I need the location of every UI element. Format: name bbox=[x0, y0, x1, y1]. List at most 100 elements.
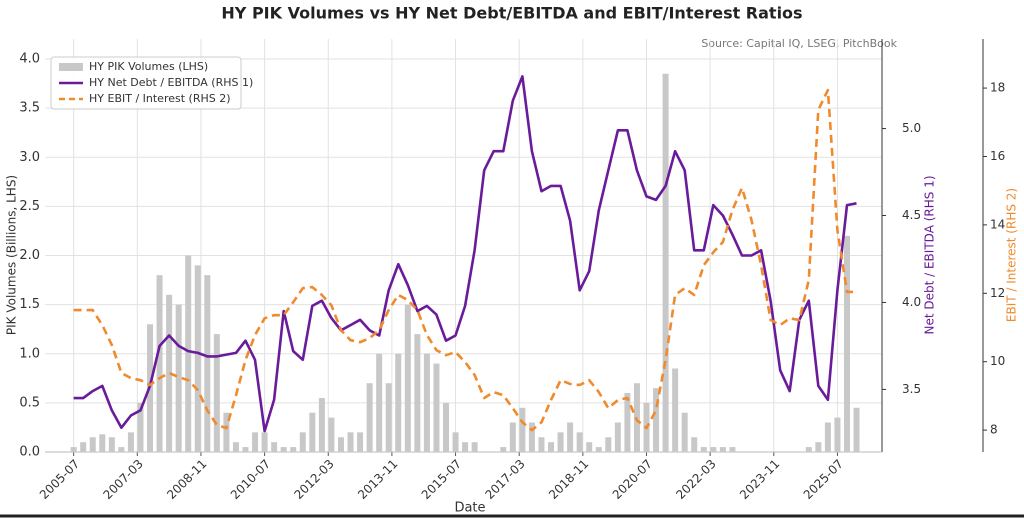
bar bbox=[299, 432, 306, 452]
bar bbox=[261, 432, 268, 452]
bar bbox=[89, 437, 96, 452]
y2-tick-label: 4.5 bbox=[902, 208, 921, 222]
bar bbox=[385, 383, 392, 452]
y-tick-label: 0.0 bbox=[19, 445, 40, 460]
bar bbox=[414, 334, 421, 452]
legend-label: HY EBIT / Interest (RHS 2) bbox=[89, 92, 231, 105]
bar bbox=[538, 437, 545, 452]
x-tick-label: 2015-07 bbox=[419, 457, 464, 502]
bar bbox=[681, 412, 688, 452]
y3-tick-label: 14 bbox=[990, 217, 1005, 231]
y3-tick-label: 10 bbox=[990, 354, 1005, 368]
y-tick-label: 2.5 bbox=[19, 199, 40, 214]
bar bbox=[347, 432, 354, 452]
legend-box bbox=[50, 56, 242, 110]
bar bbox=[194, 265, 201, 452]
bar bbox=[70, 447, 77, 452]
bar bbox=[204, 275, 211, 452]
bar bbox=[271, 442, 278, 452]
bar bbox=[127, 432, 134, 452]
bar bbox=[624, 393, 631, 452]
bar bbox=[614, 422, 621, 452]
y-tick-label: 2.0 bbox=[19, 248, 40, 263]
bar bbox=[423, 353, 430, 452]
y2-tick-label: 4.0 bbox=[902, 295, 921, 309]
x-tick-label: 2017-03 bbox=[482, 457, 527, 502]
bar bbox=[318, 397, 325, 452]
y-tick-label: 1.5 bbox=[19, 297, 40, 312]
x-tick-label: 2007-03 bbox=[101, 457, 146, 502]
y3-axis-label: EBIT / Interest (RHS 2) bbox=[1005, 188, 1019, 322]
bar bbox=[662, 73, 669, 453]
bar bbox=[108, 437, 115, 452]
bar bbox=[156, 275, 163, 452]
bar bbox=[223, 412, 230, 452]
x-tick-label: 2013-11 bbox=[355, 457, 400, 502]
x-tick-label: 2008-11 bbox=[164, 457, 209, 502]
source-note: Source: Capital IQ, LSEG, PitchBook bbox=[701, 37, 897, 50]
x-tick-label: 2005-07 bbox=[37, 457, 82, 502]
y3-tick-label: 12 bbox=[990, 286, 1005, 300]
bar bbox=[700, 447, 707, 452]
bar bbox=[509, 422, 516, 452]
y-tick-label: 3.5 bbox=[19, 101, 40, 116]
bar bbox=[824, 422, 831, 452]
y3-tick-label: 16 bbox=[990, 149, 1005, 163]
x-tick-label: 2022-03 bbox=[673, 457, 718, 502]
x-tick-label: 2018-11 bbox=[546, 457, 591, 502]
bar bbox=[376, 353, 383, 452]
x-tick-label: 2010-07 bbox=[228, 457, 273, 502]
bar bbox=[232, 442, 239, 452]
bar bbox=[710, 447, 717, 452]
bar bbox=[557, 432, 564, 452]
bar bbox=[719, 447, 726, 452]
bar bbox=[337, 437, 344, 452]
y2-axis-label: Net Debt / EBITDA (RHS 1) bbox=[923, 175, 937, 334]
bar bbox=[843, 235, 850, 452]
bar bbox=[834, 417, 841, 452]
bar bbox=[805, 447, 812, 452]
bar bbox=[691, 437, 698, 452]
bar bbox=[99, 434, 106, 452]
x-tick-label: 2023-11 bbox=[737, 457, 782, 502]
y-tick-label: 4.0 bbox=[19, 52, 40, 67]
bar bbox=[653, 388, 660, 452]
bar bbox=[442, 402, 449, 452]
y2-tick-label: 5.0 bbox=[902, 121, 921, 135]
bar bbox=[853, 407, 860, 452]
x-tick-label: 2025-07 bbox=[801, 457, 846, 502]
bar bbox=[213, 334, 220, 452]
bar bbox=[137, 402, 144, 452]
x-axis-label: Date bbox=[454, 501, 485, 516]
legend-swatch bbox=[59, 63, 83, 71]
bar bbox=[166, 294, 173, 452]
bar bbox=[357, 432, 364, 452]
bar bbox=[471, 442, 478, 452]
bar bbox=[366, 383, 373, 452]
bar bbox=[595, 447, 602, 452]
bar bbox=[500, 447, 507, 452]
bar bbox=[290, 447, 297, 452]
bar bbox=[815, 442, 822, 452]
bar bbox=[672, 368, 679, 452]
bar bbox=[433, 363, 440, 452]
bar bbox=[452, 432, 459, 452]
x-tick-label: 2012-03 bbox=[291, 457, 336, 502]
bar bbox=[242, 447, 249, 452]
y-tick-label: 3.0 bbox=[19, 150, 40, 165]
y-tick-label: 1.0 bbox=[19, 346, 40, 361]
bar bbox=[729, 447, 736, 452]
bar bbox=[548, 442, 555, 452]
bar bbox=[118, 447, 125, 452]
y2-tick-label: 3.5 bbox=[902, 382, 921, 396]
bar bbox=[519, 407, 526, 452]
y3-tick-label: 8 bbox=[990, 423, 998, 437]
bar bbox=[605, 437, 612, 452]
line bbox=[73, 88, 857, 432]
bar bbox=[309, 412, 316, 452]
bar bbox=[395, 353, 402, 452]
bar bbox=[462, 442, 469, 452]
line bbox=[73, 75, 857, 433]
bar bbox=[328, 417, 335, 452]
